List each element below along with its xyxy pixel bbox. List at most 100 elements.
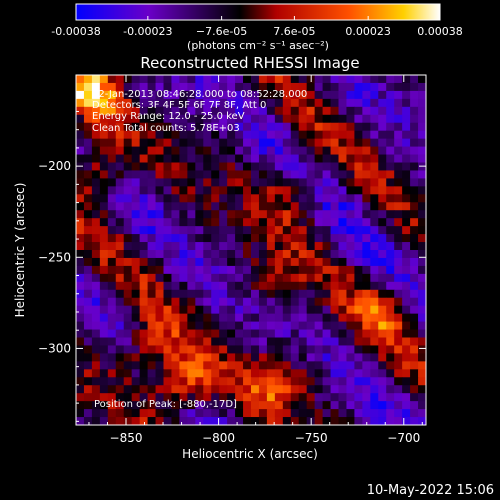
heatmap-cell <box>147 178 156 187</box>
heatmap-cell <box>83 130 93 140</box>
heatmap-cell <box>203 130 212 140</box>
heatmap-cell <box>322 202 331 211</box>
heatmap-cell <box>394 377 403 386</box>
heatmap-cell <box>203 154 212 163</box>
heatmap-cell <box>338 234 347 243</box>
heatmap-cell <box>179 305 188 315</box>
heatmap-cell <box>179 385 188 394</box>
heatmap-cell <box>99 90 109 100</box>
heatmap-cell <box>378 329 387 338</box>
heatmap-cell <box>179 289 188 299</box>
heatmap-cell <box>370 114 379 124</box>
heatmap-cell <box>171 194 180 203</box>
heatmap-cell <box>243 130 252 140</box>
heatmap-cell <box>227 130 236 140</box>
heatmap-cell <box>235 401 244 410</box>
heatmap-cell <box>179 393 188 402</box>
heatmap-cell <box>195 154 204 163</box>
heatmap-cell <box>83 305 93 315</box>
heatmap-cell <box>251 178 260 187</box>
heatmap-cell <box>418 313 427 322</box>
heatmap-cell <box>235 377 244 386</box>
heatmap-cell <box>211 98 220 108</box>
heatmap-cell <box>163 265 172 275</box>
heatmap-cell <box>251 305 260 315</box>
heatmap-cell <box>394 257 403 267</box>
heatmap-cell <box>243 210 252 219</box>
heatmap-cell <box>99 273 109 283</box>
heatmap-cell <box>179 146 188 155</box>
heatmap-cell <box>402 385 411 394</box>
heatmap-cell <box>258 130 268 140</box>
heatmap-cell <box>139 313 148 322</box>
heatmap-cell <box>282 234 292 243</box>
heatmap-cell <box>107 170 117 179</box>
heatmap-cell <box>219 345 228 354</box>
heatmap-cell <box>91 289 101 299</box>
heatmap-cell <box>402 75 411 84</box>
heatmap-cell <box>107 106 117 116</box>
heatmap-cell <box>195 273 204 283</box>
heatmap-cell <box>76 289 85 299</box>
heatmap-cell <box>227 297 236 307</box>
heatmap-cell <box>306 337 316 346</box>
heatmap-cell <box>251 82 260 92</box>
heatmap-cell <box>314 226 323 235</box>
heatmap-cell <box>370 138 379 147</box>
heatmap-cell <box>330 178 339 187</box>
heatmap-cell <box>330 122 339 132</box>
heatmap-cell <box>195 82 204 92</box>
heatmap-cell <box>139 273 148 283</box>
heatmap-cell <box>99 377 109 386</box>
heatmap-cell <box>99 321 109 330</box>
heatmap-cell <box>386 401 395 410</box>
heatmap-cell <box>219 226 228 235</box>
heatmap-cell <box>346 242 355 251</box>
heatmap-cell <box>346 289 355 299</box>
heatmap-cell <box>258 178 268 187</box>
heatmap-cell <box>354 170 363 179</box>
heatmap-cell <box>163 234 172 243</box>
heatmap-cell <box>378 146 387 155</box>
heatmap-cell <box>282 162 292 171</box>
heatmap-cell <box>115 313 125 322</box>
heatmap-cell <box>314 273 323 283</box>
heatmap-cell <box>282 218 292 227</box>
heatmap-cell <box>322 377 331 386</box>
heatmap-cell <box>235 385 244 394</box>
heatmap-cell <box>211 82 220 92</box>
heatmap-cell <box>131 273 141 283</box>
heatmap-cell <box>99 146 109 155</box>
heatmap-cell <box>99 82 109 92</box>
heatmap-cell <box>274 114 284 124</box>
heatmap-cell <box>83 218 93 227</box>
heatmap-cell <box>346 130 355 140</box>
heatmap-cell <box>354 234 363 243</box>
heatmap-cell <box>338 90 347 100</box>
heatmap-cell <box>76 186 85 195</box>
heatmap-cell <box>378 281 387 291</box>
heatmap-cell <box>410 82 419 92</box>
heatmap-cell <box>314 98 323 108</box>
heatmap-cell <box>107 162 117 171</box>
heatmap-cell <box>418 75 427 84</box>
heatmap-cell <box>171 313 180 322</box>
heatmap-cell <box>370 281 379 291</box>
heatmap-cell <box>203 273 212 283</box>
heatmap-cell <box>370 377 379 386</box>
heatmap-cell <box>418 417 427 426</box>
heatmap-cell <box>131 401 141 410</box>
heatmap-cell <box>195 289 204 299</box>
heatmap-cell <box>322 146 331 155</box>
heatmap-cell <box>91 218 101 227</box>
heatmap-cell <box>99 138 109 147</box>
heatmap-cell <box>131 154 141 163</box>
heatmap-cell <box>243 218 252 227</box>
heatmap-cell <box>298 226 308 235</box>
heatmap-cell <box>139 377 148 386</box>
heatmap-cell <box>171 337 180 346</box>
heatmap-cell <box>394 90 403 100</box>
heatmap-cell <box>171 226 180 235</box>
heatmap-cell <box>76 90 85 100</box>
heatmap-cell <box>370 250 379 259</box>
